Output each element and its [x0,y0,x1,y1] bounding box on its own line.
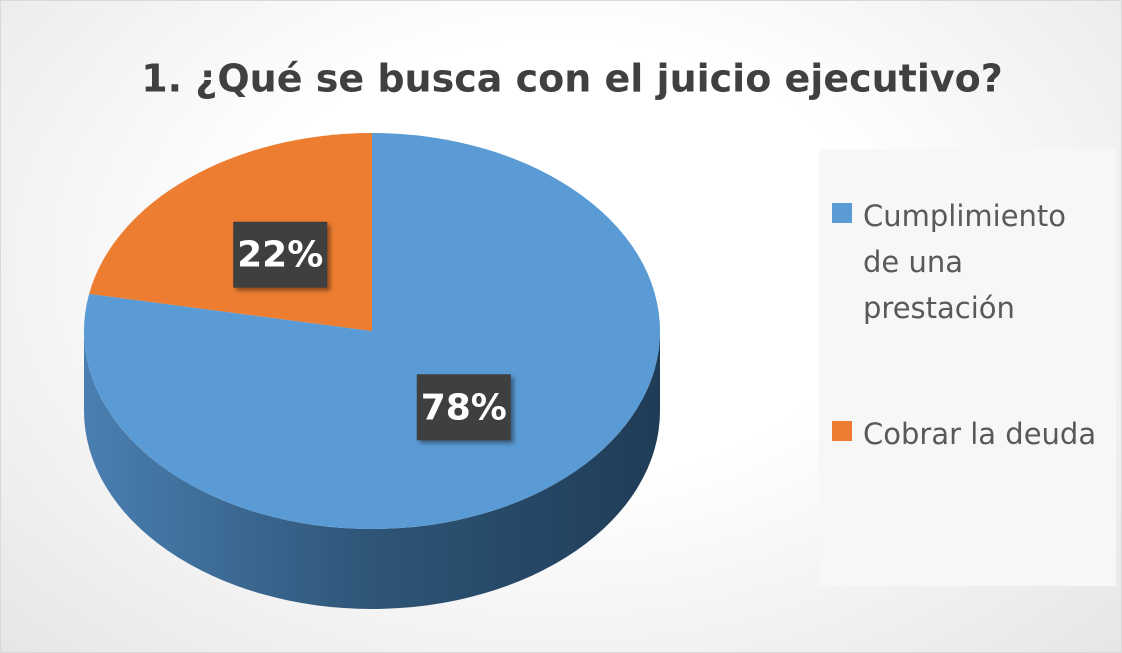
chart-title: 1. ¿Qué se busca con el juicio ejecutivo… [141,57,1003,101]
legend-swatch [832,421,852,441]
data-label-text: 78% [421,387,507,428]
legend-item: Cobrar la deuda [832,411,1112,457]
legend-swatch [832,203,852,223]
data-label: 22% [233,221,328,288]
data-label-box [416,374,511,441]
pie-slice [84,133,660,529]
legend-label: Cumplimiento de una prestación [863,199,1067,325]
legend: Cumplimiento de una prestación Cobrar la … [819,149,1116,586]
data-label-box [233,221,328,288]
pie-side [84,331,660,609]
data-label: 78% [416,374,511,441]
legend-item: Cumplimiento de una prestación [832,193,1112,331]
data-label-text: 22% [237,235,323,276]
legend-label: Cobrar la deuda [863,417,1097,451]
